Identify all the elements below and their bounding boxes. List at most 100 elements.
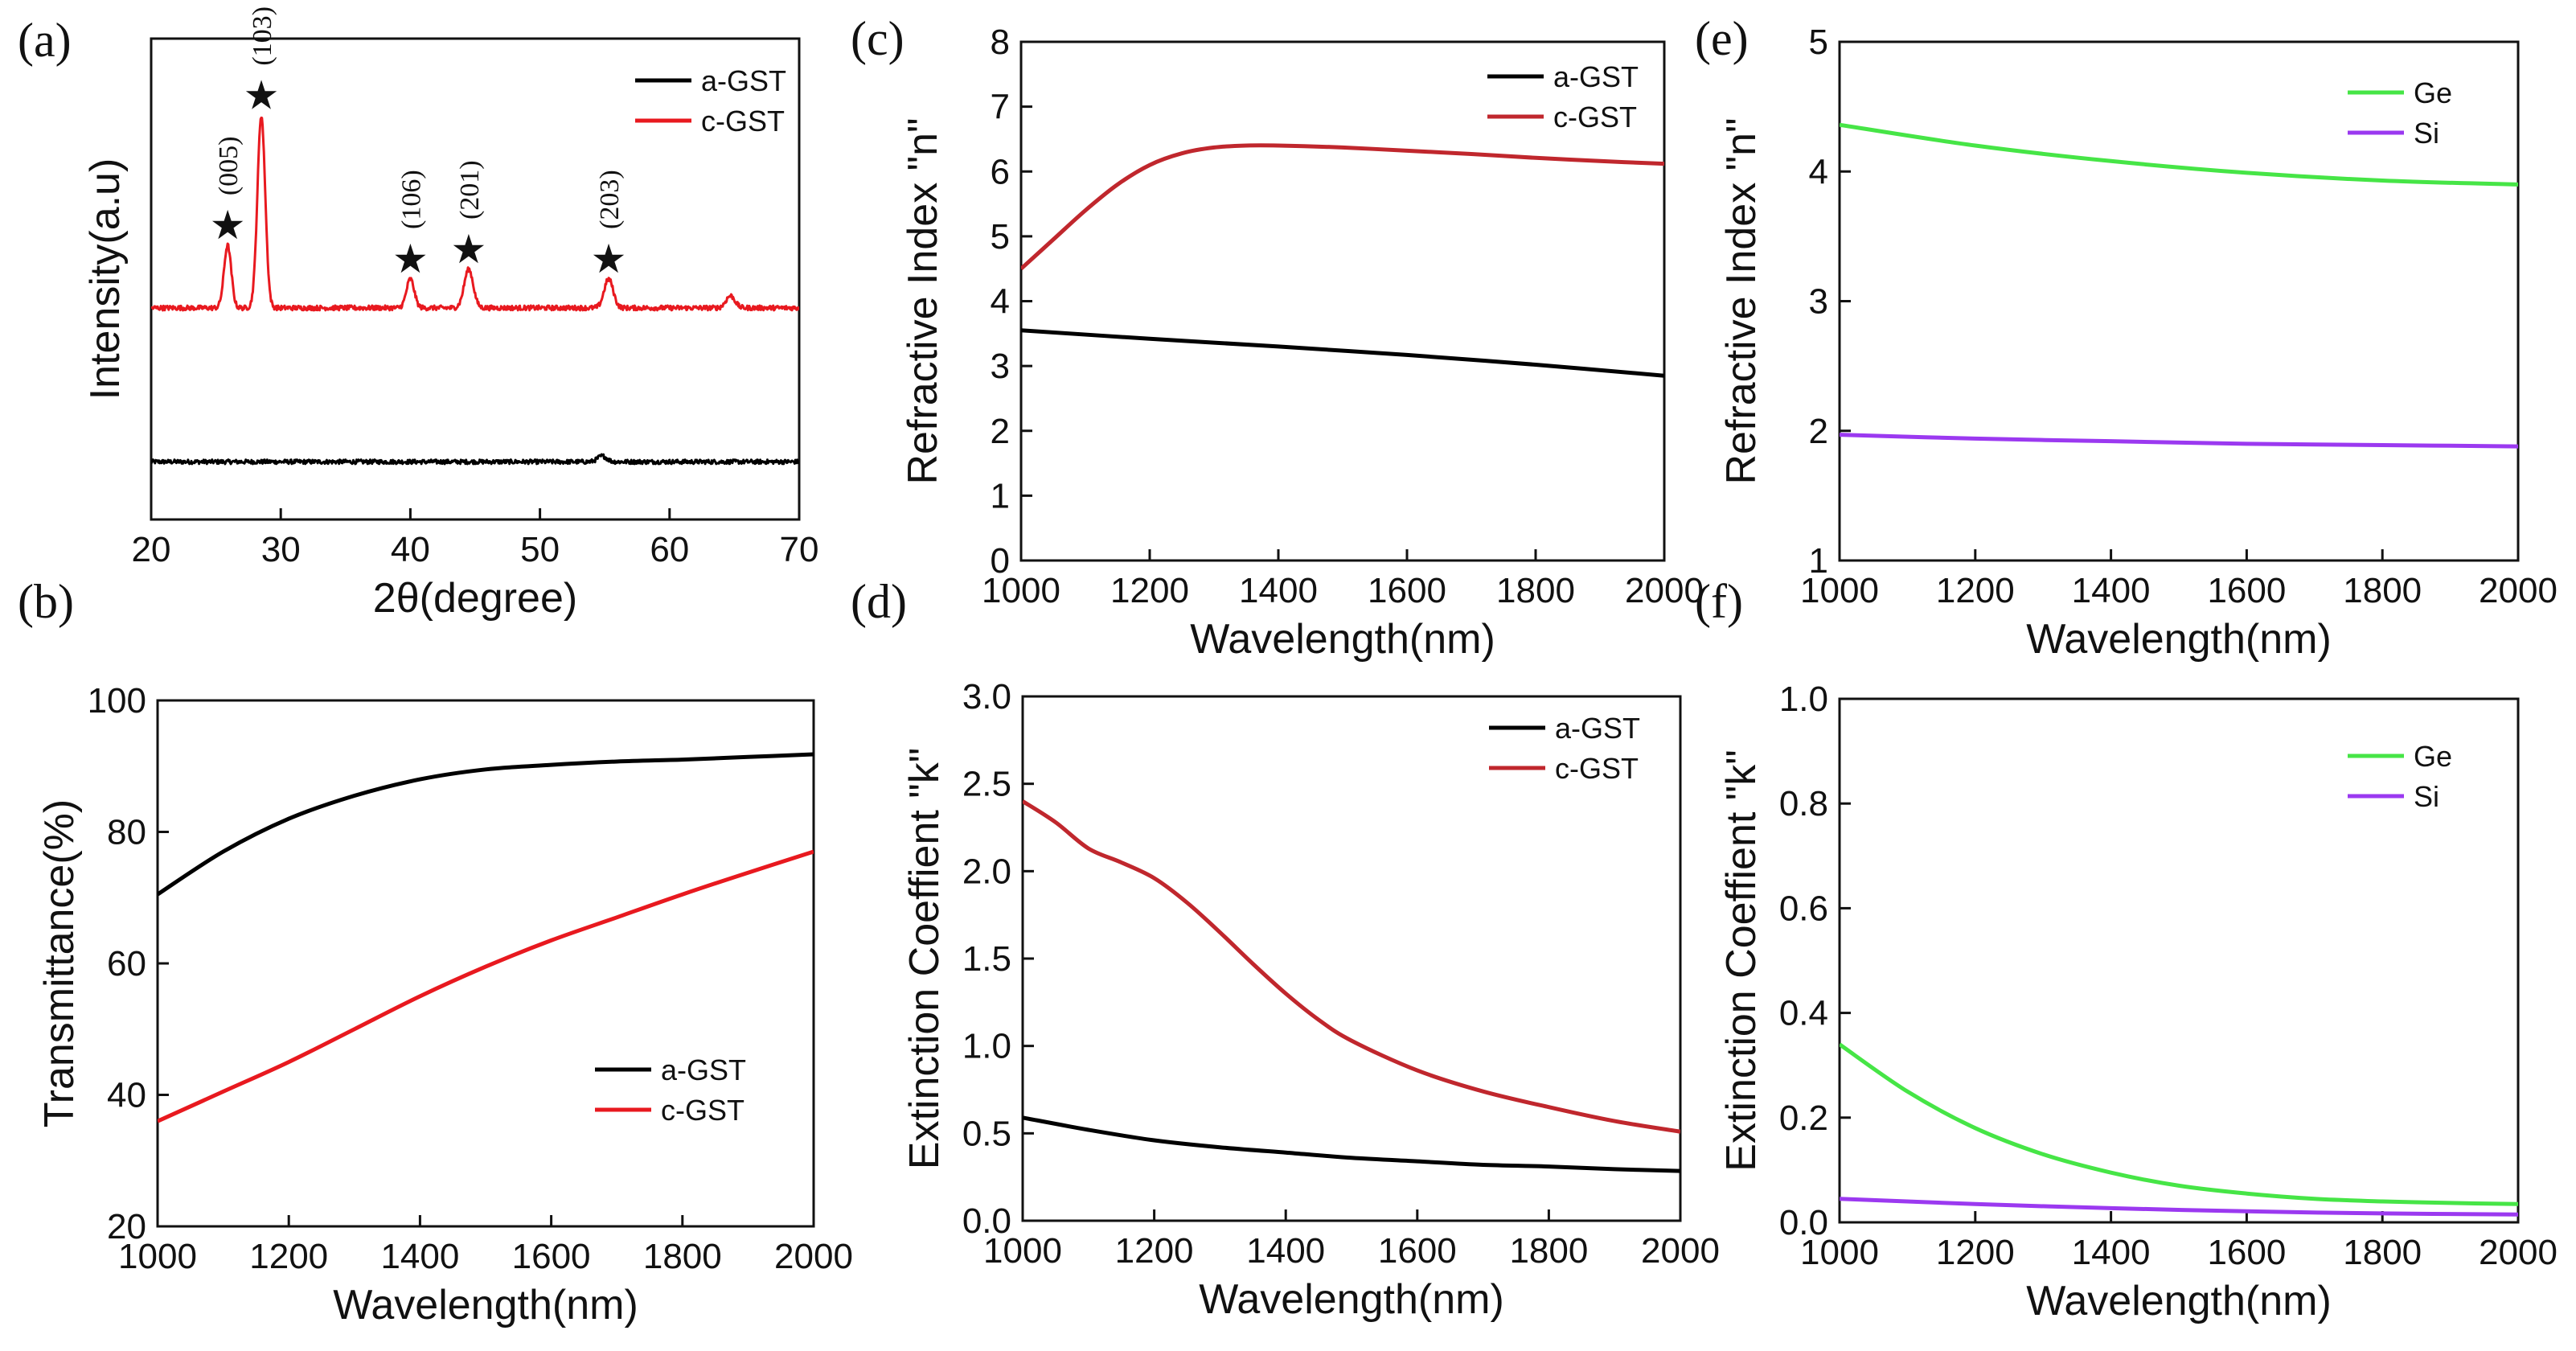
peak-star-icon: ★ (451, 226, 487, 273)
peak-label: (005) (214, 136, 244, 195)
x-tick-label-a: 40 (391, 530, 430, 569)
y-tick-label-d: 0.0 (962, 1201, 1011, 1241)
legend-label-a-gst: a-GST (1553, 60, 1639, 93)
y-axis-label-f: Extinction Coeffient "k" (1718, 749, 1765, 1171)
panel-label-c: (c) (851, 12, 904, 65)
y-axis-label-e: Refractive Index "n" (1718, 117, 1765, 484)
x-tick-label-d: 1600 (1378, 1231, 1457, 1271)
y-tick-label-c: 6 (991, 152, 1010, 191)
y-tick-label-c: 0 (991, 541, 1010, 581)
y-tick-label-e: 2 (1809, 412, 1828, 451)
y-axis-label-b: Transmittance(%) (36, 799, 83, 1127)
y-tick-label-f: 0.0 (1779, 1203, 1828, 1242)
x-tick-label-a: 20 (132, 530, 171, 569)
plot-frame-f (1838, 697, 2520, 1224)
y-tick-label-e: 4 (1809, 152, 1828, 191)
panel-label-e: (e) (1695, 12, 1749, 65)
x-tick-label-a: 70 (780, 530, 819, 569)
peak-label: (201) (455, 160, 485, 220)
peak-label: (106) (396, 170, 426, 229)
legend-label-si: Si (2414, 117, 2439, 150)
x-tick-label-d: 2000 (1641, 1231, 1720, 1271)
x-tick-label-e: 1000 (1800, 571, 1879, 610)
x-tick-label-f: 1400 (2072, 1233, 2151, 1272)
y-axis-label-a: Intensity(a.u) (82, 158, 129, 400)
x-axis-label-f: Wavelength(nm) (2026, 1278, 2332, 1324)
y-tick-label-c: 2 (991, 412, 1010, 451)
x-tick-label-d: 1000 (983, 1231, 1062, 1271)
y-tick-label-f: 0.8 (1779, 784, 1828, 823)
y-tick-label-d: 3.0 (962, 677, 1011, 717)
peak-star-icon: ★ (244, 72, 280, 119)
y-tick-label-f: 0.2 (1779, 1098, 1828, 1138)
x-tick-label-f: 1600 (2207, 1233, 2286, 1272)
x-tick-label-f: 1800 (2343, 1233, 2422, 1272)
x-tick-label-c: 1600 (1368, 571, 1446, 610)
panel-label-f: (f) (1695, 575, 1743, 628)
y-tick-label-b: 60 (107, 944, 146, 983)
x-tick-label-c: 1200 (1110, 571, 1189, 610)
y-axis-label-c: Refractive Index "n" (900, 117, 946, 484)
panel-a: (a) 20 30 40 50 60 70 2θ(degree) Intensity(a.u) ★… (18, 6, 818, 622)
legend-label-a-gst: a-GST (1555, 712, 1640, 745)
y-tick-label-b: 20 (107, 1207, 146, 1246)
y-tick-label-b: 40 (107, 1076, 146, 1115)
series-line-f-si (1840, 1197, 2518, 1217)
x-axis-label-d: Wavelength(nm) (1199, 1276, 1504, 1323)
peak-label: (103) (248, 6, 277, 66)
series-line-a-c-gst (151, 116, 799, 312)
y-tick-label-b: 80 (107, 813, 146, 852)
x-tick-label-f: 1000 (1800, 1233, 1879, 1272)
series-line-c-a-gst (1021, 328, 1664, 378)
peak-star-icon: ★ (392, 236, 429, 282)
y-axis-label-d: Extinction Coeffient "k" (901, 748, 948, 1169)
legend-label-a-gst: a-GST (701, 64, 786, 97)
y-tick-label-c: 4 (991, 282, 1010, 322)
x-tick-label-a: 60 (650, 530, 689, 569)
x-axis-label-c: Wavelength(nm) (1190, 616, 1495, 663)
legend-label-ge: Ge (2414, 76, 2452, 109)
y-tick-label-d: 0.5 (962, 1114, 1011, 1153)
panel-b: (b) 1000 1200 1400 1600 1800 2000 20 40 60 80 100 Wa… (18, 575, 853, 1328)
plot-frame-b (156, 699, 815, 1228)
panel-c: (c) 1000 1200 1400 1600 1800 2000 0 1 2 3 4 5 6 7 8 Wave… (851, 12, 1704, 663)
legend-label-c-gst: c-GST (1555, 752, 1639, 785)
x-tick-label-a: 30 (261, 530, 301, 569)
legend-label-a-gst: a-GST (661, 1053, 746, 1086)
x-tick-label-e: 1200 (1936, 571, 2015, 610)
panel-label-b: (b) (18, 575, 74, 628)
x-tick-label-b: 1600 (512, 1237, 591, 1276)
y-tick-label-c: 3 (991, 347, 1010, 386)
peak-label: (203) (595, 170, 625, 229)
series-line-b-c-gst (158, 849, 814, 1123)
panel-label-a: (a) (18, 14, 72, 67)
x-tick-label-d: 1800 (1509, 1231, 1588, 1271)
y-tick-label-d: 2.0 (962, 852, 1011, 891)
x-tick-label-a: 50 (520, 530, 560, 569)
x-tick-label-b: 1200 (249, 1237, 328, 1276)
y-tick-label-c: 7 (991, 88, 1010, 127)
y-tick-label-e: 1 (1809, 541, 1828, 581)
y-tick-label-f: 0.4 (1779, 994, 1828, 1033)
y-tick-label-b: 100 (88, 681, 146, 721)
series-line-b-a-gst (158, 752, 814, 897)
x-tick-label-b: 1800 (643, 1237, 722, 1276)
series-line-e-ge (1840, 122, 2518, 187)
legend-label-c-gst: c-GST (1553, 101, 1637, 133)
x-tick-label-f: 2000 (2479, 1233, 2558, 1272)
y-tick-label-f: 0.6 (1779, 889, 1828, 928)
x-tick-label-c: 1800 (1496, 571, 1575, 610)
y-tick-label-e: 5 (1809, 23, 1828, 62)
legend-label-ge: Ge (2414, 740, 2452, 773)
y-tick-label-c: 1 (991, 476, 1010, 515)
panel-label-d: (d) (851, 575, 907, 628)
x-tick-label-d: 1200 (1115, 1231, 1194, 1271)
x-tick-label-c: 1400 (1239, 571, 1318, 610)
series-line-c-c-gst (1021, 143, 1664, 271)
series-line-a-a-gst (151, 453, 799, 466)
x-tick-label-e: 2000 (2479, 571, 2558, 610)
x-tick-label-c: 2000 (1625, 571, 1704, 610)
x-tick-label-e: 1600 (2207, 571, 2286, 610)
panel-f: (f) 1000 1200 1400 1600 1800 2000 0.0 0.2 0.4 0.6 0… (1695, 575, 2558, 1324)
